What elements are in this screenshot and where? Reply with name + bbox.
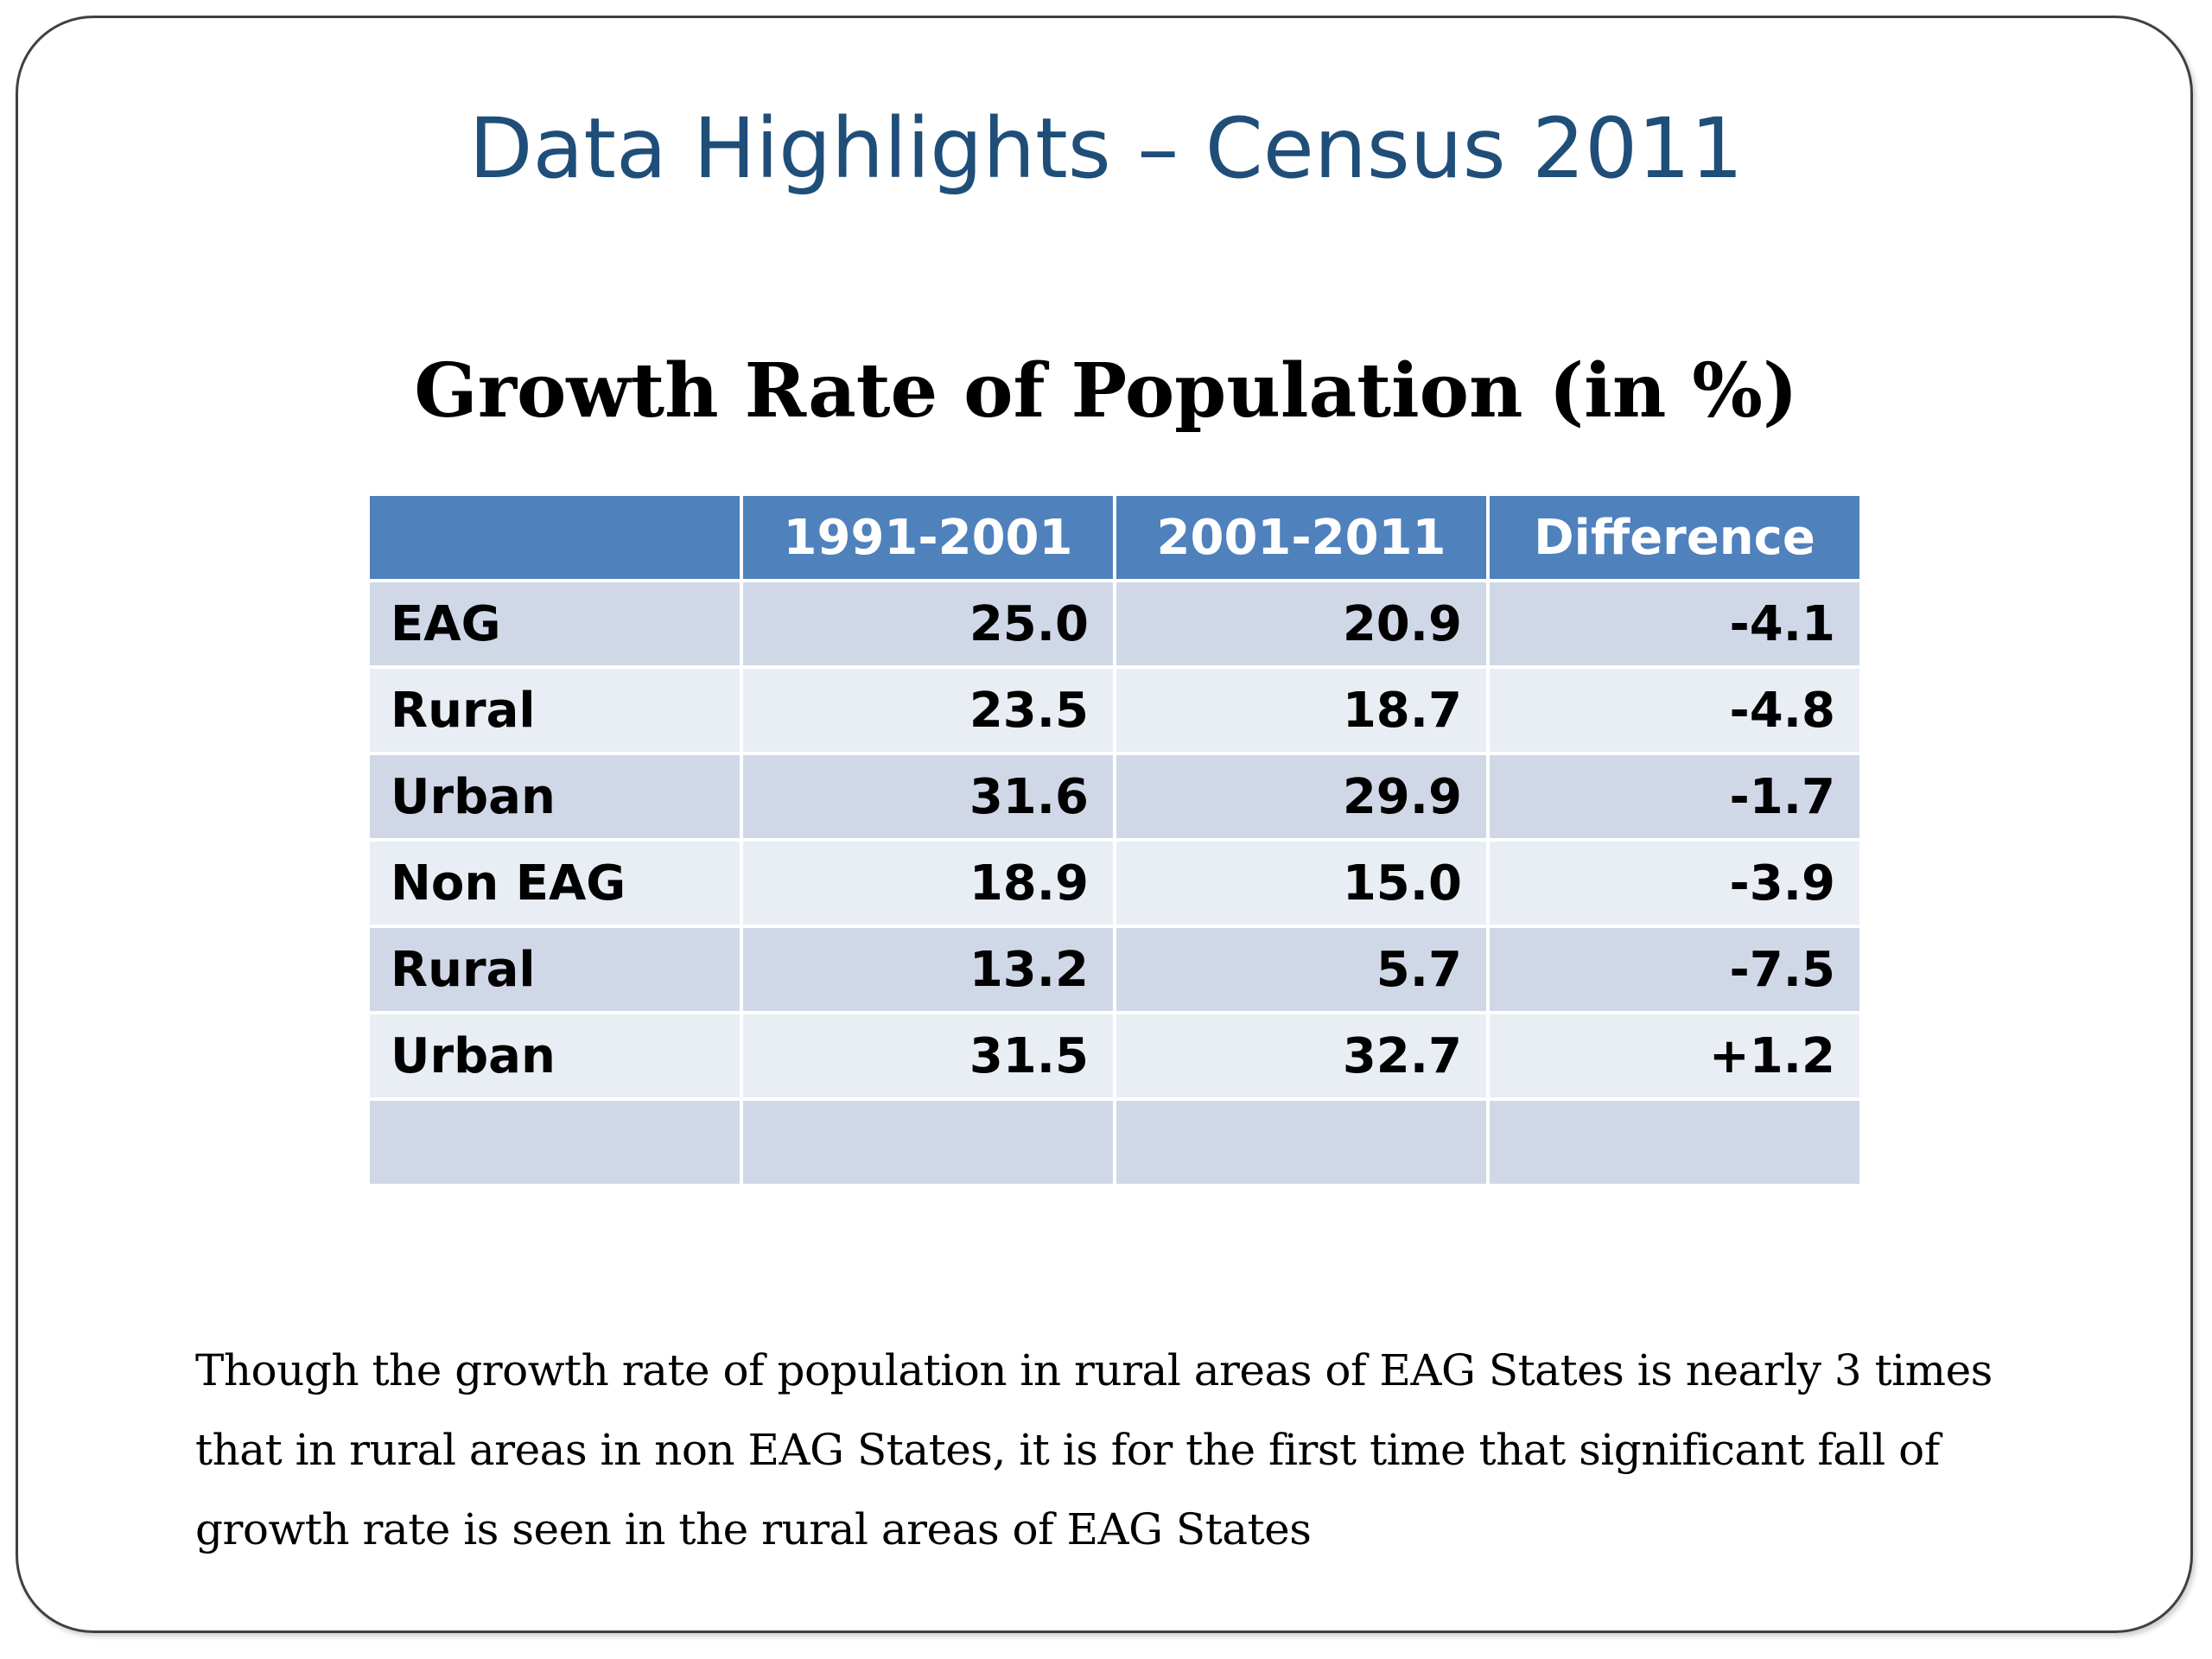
value-1991-2001: 23.5 [743, 669, 1113, 752]
value-2001-2011: 20.9 [1116, 582, 1486, 665]
value-difference: +1.2 [1490, 1014, 1859, 1097]
table-row: Urban 31.5 32.7 +1.2 [370, 1014, 1859, 1097]
header-empty [370, 496, 740, 579]
table-row: Rural 13.2 5.7 -7.5 [370, 928, 1859, 1011]
value-difference: -7.5 [1490, 928, 1859, 1011]
row-label [370, 1101, 740, 1184]
value-1991-2001: 25.0 [743, 582, 1113, 665]
value-2001-2011: 5.7 [1116, 928, 1486, 1011]
table-row: EAG 25.0 20.9 -4.1 [370, 582, 1859, 665]
growth-rate-table: 1991-2001 2001-2011 Difference EAG 25.0 … [366, 493, 1863, 1187]
header-difference: Difference [1490, 496, 1859, 579]
table-row: Rural 23.5 18.7 -4.8 [370, 669, 1859, 752]
row-label: Urban [370, 755, 740, 838]
row-label: EAG [370, 582, 740, 665]
slide-title: Data Highlights – Census 2011 [468, 100, 1744, 197]
value-difference: -1.7 [1490, 755, 1859, 838]
value-difference: -4.8 [1490, 669, 1859, 752]
value-2001-2011: 18.7 [1116, 669, 1486, 752]
value-1991-2001 [743, 1101, 1113, 1184]
value-difference: -4.1 [1490, 582, 1859, 665]
value-difference [1490, 1101, 1859, 1184]
table-header-row: 1991-2001 2001-2011 Difference [370, 496, 1859, 579]
value-2001-2011: 29.9 [1116, 755, 1486, 838]
row-label: Non EAG [370, 842, 740, 925]
row-label: Urban [370, 1014, 740, 1097]
value-1991-2001: 31.6 [743, 755, 1113, 838]
row-label: Rural [370, 928, 740, 1011]
value-2001-2011: 15.0 [1116, 842, 1486, 925]
table-title: Growth Rate of Population (in %) [414, 347, 1798, 435]
value-difference: -3.9 [1490, 842, 1859, 925]
table-row-empty [370, 1101, 1859, 1184]
table-row: Non EAG 18.9 15.0 -3.9 [370, 842, 1859, 925]
summary-note: Though the growth rate of population in … [195, 1345, 1993, 1554]
value-2001-2011 [1116, 1101, 1486, 1184]
header-2001-2011: 2001-2011 [1116, 496, 1486, 579]
table-row: Urban 31.6 29.9 -1.7 [370, 755, 1859, 838]
value-2001-2011: 32.7 [1116, 1014, 1486, 1097]
value-1991-2001: 18.9 [743, 842, 1113, 925]
header-1991-2001: 1991-2001 [743, 496, 1113, 579]
value-1991-2001: 31.5 [743, 1014, 1113, 1097]
row-label: Rural [370, 669, 740, 752]
value-1991-2001: 13.2 [743, 928, 1113, 1011]
